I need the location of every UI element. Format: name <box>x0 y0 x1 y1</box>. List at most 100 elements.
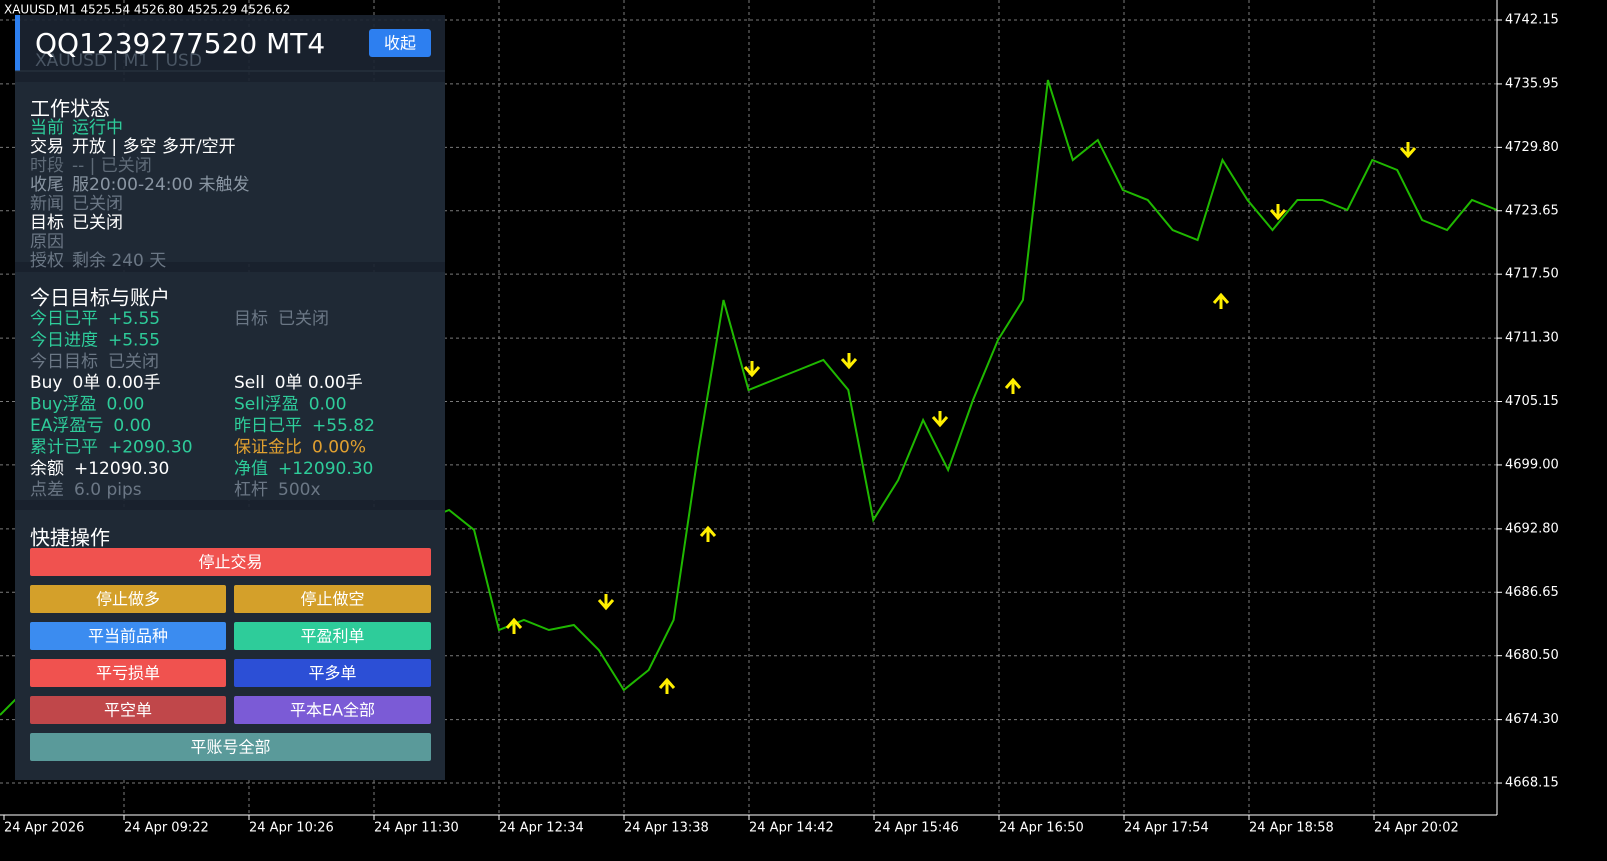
account-item: EA浮盈亏 0.00 <box>30 416 151 436</box>
trade-arrow <box>597 594 615 611</box>
status-value: 开放 | 多空 多开/空开 <box>72 137 236 157</box>
accent-bar <box>15 15 20 71</box>
trade-arrow <box>699 525 717 542</box>
action-button[interactable] <box>30 585 226 613</box>
account-value: +5.55 <box>108 330 160 350</box>
action-button[interactable] <box>234 696 431 724</box>
y-tick-label: 4692.80 <box>1505 521 1559 536</box>
trade-arrow <box>1269 204 1287 221</box>
status-heading: 工作状态 <box>30 97 110 121</box>
status-section <box>15 82 445 262</box>
y-tick-label: 4723.65 <box>1505 203 1559 218</box>
action-button[interactable] <box>30 733 431 761</box>
account-item: 目标 已关闭 <box>234 309 329 329</box>
action-label[interactable]: 平亏损单 <box>96 664 160 683</box>
action-label[interactable]: 停止做空 <box>300 590 364 609</box>
y-tick-label: 4729.80 <box>1505 140 1559 155</box>
account-value: +55.82 <box>312 416 375 436</box>
status-label: 原因 <box>30 232 64 252</box>
action-label[interactable]: 平盈利单 <box>300 627 364 646</box>
account-label: 点差 <box>30 480 64 500</box>
account-value: 500x <box>278 480 321 500</box>
y-tick-label: 4674.30 <box>1505 712 1559 727</box>
status-label: 交易 <box>30 137 64 157</box>
status-row: 原因 <box>30 232 64 252</box>
status-label: 目标 <box>30 213 64 233</box>
x-tick-label: 24 Apr 17:54 <box>1124 821 1209 836</box>
account-label: 目标 <box>234 309 268 329</box>
action-label[interactable]: 停止做多 <box>96 590 160 609</box>
status-value: 已关闭 <box>72 194 123 214</box>
action-label[interactable]: 平本EA全部 <box>290 701 375 720</box>
action-button[interactable] <box>234 659 431 687</box>
collapse-label[interactable]: 收起 <box>384 34 416 53</box>
trade-arrow <box>931 411 949 428</box>
y-tick-label: 4705.15 <box>1505 394 1559 409</box>
account-item: 今日目标 已关闭 <box>30 352 159 372</box>
account-value: 0.00% <box>312 437 366 457</box>
account-label: Sell <box>234 373 265 393</box>
action-button[interactable] <box>234 585 431 613</box>
action-button[interactable] <box>30 659 226 687</box>
account-item: 今日已平 +5.55 <box>30 309 160 329</box>
account-item: Sell浮盈 0.00 <box>234 395 347 415</box>
action-button[interactable] <box>30 548 431 576</box>
account-item: Buy浮盈 0.00 <box>30 395 144 415</box>
panel-title: QQ1239277520 MT4 <box>35 27 325 60</box>
account-value: +12090.30 <box>74 459 169 479</box>
trade-arrow <box>505 617 523 634</box>
status-row: 授权 剩余 240 天 <box>30 251 166 271</box>
trade-arrow <box>1399 142 1417 159</box>
account-value: 已关闭 <box>108 352 159 372</box>
y-tick-label: 4717.50 <box>1505 267 1559 282</box>
control-panel: XAUUSD | M1 | USD QQ1239277520 MT4 收起 工作… <box>15 15 445 780</box>
action-button[interactable] <box>30 622 226 650</box>
account-label: EA浮盈亏 <box>30 416 103 436</box>
account-label: 净值 <box>234 459 268 479</box>
account-label: Buy <box>30 373 63 393</box>
account-value: +12090.30 <box>278 459 373 479</box>
y-tick-label: 4699.00 <box>1505 457 1559 472</box>
account-label: Buy浮盈 <box>30 395 97 415</box>
account-section <box>15 272 445 500</box>
y-tick-label: 4735.95 <box>1505 76 1559 91</box>
trade-arrow <box>840 353 858 370</box>
status-label: 当前 <box>30 118 64 138</box>
x-tick-label: 24 Apr 14:42 <box>749 821 834 836</box>
account-label: 余额 <box>30 459 64 479</box>
y-tick-label: 4686.65 <box>1505 585 1559 600</box>
status-row: 当前 运行中 <box>30 118 123 138</box>
symbol-info: XAUUSD,M1 4525.54 4526.80 4525.29 4526.6… <box>4 3 290 17</box>
y-tick-label: 4742.15 <box>1505 13 1559 28</box>
action-label[interactable]: 平空单 <box>104 701 152 720</box>
collapse-button[interactable] <box>369 29 431 57</box>
x-tick-label: 24 Apr 13:38 <box>624 821 709 836</box>
status-row: 时段 -- | 已关闭 <box>30 156 152 176</box>
action-label[interactable]: 平当前品种 <box>88 627 168 646</box>
x-tick-label: 24 Apr 15:46 <box>874 821 959 836</box>
account-label: 杠杆 <box>234 480 268 500</box>
account-item: 今日进度 +5.55 <box>30 330 160 350</box>
action-label[interactable]: 停止交易 <box>198 553 262 572</box>
account-label: 今日进度 <box>30 330 98 350</box>
action-label[interactable]: 平账号全部 <box>190 738 270 757</box>
status-row: 新闻 已关闭 <box>30 194 123 214</box>
action-label[interactable]: 平多单 <box>308 664 356 683</box>
status-label: 收尾 <box>30 175 64 195</box>
account-value: 0.00 <box>107 395 145 415</box>
trade-arrow <box>743 361 761 378</box>
account-item: 余额 +12090.30 <box>30 459 169 479</box>
x-tick-label: 24 Apr 09:22 <box>124 821 209 836</box>
account-item: 累计已平 +2090.30 <box>30 437 193 457</box>
status-label: 授权 <box>30 251 64 271</box>
status-value: -- | 已关闭 <box>72 156 152 176</box>
action-button[interactable] <box>30 696 226 724</box>
x-tick-label: 24 Apr 18:58 <box>1249 821 1334 836</box>
account-label: 今日目标 <box>30 352 98 372</box>
account-item: 点差 6.0 pips <box>30 480 142 500</box>
status-row: 交易 开放 | 多空 多开/空开 <box>30 137 236 157</box>
action-button[interactable] <box>234 622 431 650</box>
panel-subtitle: XAUUSD | M1 | USD <box>35 51 202 71</box>
account-value: 0单 0.00手 <box>73 373 161 393</box>
